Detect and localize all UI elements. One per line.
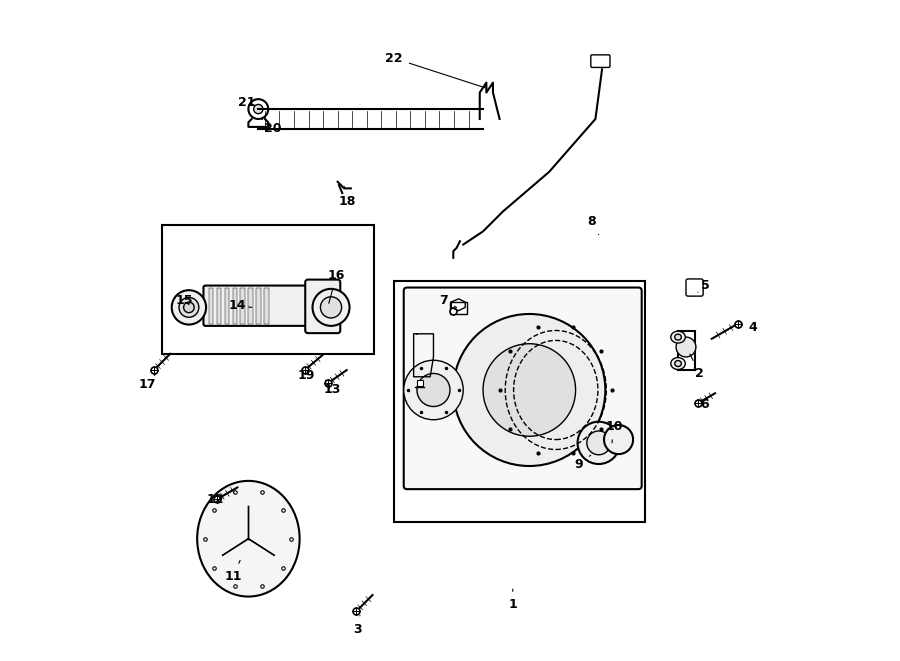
Circle shape [676, 337, 696, 357]
Text: 16: 16 [328, 269, 345, 303]
Ellipse shape [675, 361, 681, 366]
FancyBboxPatch shape [590, 55, 610, 67]
Ellipse shape [670, 331, 685, 343]
Ellipse shape [197, 481, 300, 596]
Circle shape [184, 302, 194, 313]
Bar [209, 288, 213, 324]
Text: 13: 13 [324, 380, 341, 397]
Text: 12: 12 [207, 492, 224, 506]
Circle shape [454, 314, 606, 466]
FancyBboxPatch shape [305, 280, 340, 333]
Text: 6: 6 [700, 398, 709, 411]
Text: 15: 15 [176, 294, 193, 307]
FancyBboxPatch shape [686, 279, 703, 296]
Circle shape [604, 425, 633, 454]
Ellipse shape [670, 358, 685, 369]
FancyArrowPatch shape [601, 57, 606, 67]
Bar [256, 288, 261, 324]
Text: 9: 9 [574, 455, 590, 471]
Text: 4: 4 [741, 321, 757, 334]
Text: 7: 7 [439, 294, 456, 307]
Text: 19: 19 [297, 369, 315, 382]
Circle shape [404, 360, 464, 420]
Text: 8: 8 [587, 215, 599, 235]
Bar [232, 288, 238, 324]
Text: 11: 11 [224, 561, 242, 583]
Text: 5: 5 [698, 279, 709, 292]
FancyBboxPatch shape [203, 286, 320, 326]
Text: 3: 3 [353, 615, 362, 636]
Circle shape [254, 104, 263, 114]
Text: 18: 18 [339, 186, 356, 208]
Circle shape [417, 373, 450, 407]
Bar [248, 288, 253, 324]
Bar [225, 288, 230, 324]
FancyBboxPatch shape [404, 288, 642, 489]
Text: 22: 22 [385, 52, 486, 88]
Circle shape [172, 290, 206, 325]
Text: 14: 14 [229, 299, 252, 312]
Bar [240, 288, 245, 324]
Circle shape [578, 422, 620, 464]
Bar [163, 225, 374, 354]
Bar [394, 281, 645, 522]
Bar [265, 288, 269, 324]
Circle shape [587, 431, 610, 455]
Bar [217, 288, 221, 324]
Text: 10: 10 [605, 420, 623, 443]
Circle shape [483, 344, 576, 436]
Text: 21: 21 [238, 96, 256, 109]
Text: 2: 2 [690, 354, 704, 380]
Circle shape [320, 297, 342, 318]
Bar [450, 302, 466, 314]
Circle shape [248, 99, 268, 119]
Circle shape [179, 297, 199, 317]
Text: 1: 1 [508, 589, 518, 611]
Circle shape [312, 289, 349, 326]
Text: 17: 17 [139, 373, 156, 391]
Ellipse shape [675, 334, 681, 340]
Text: 20: 20 [262, 119, 282, 136]
Bar [678, 330, 695, 370]
